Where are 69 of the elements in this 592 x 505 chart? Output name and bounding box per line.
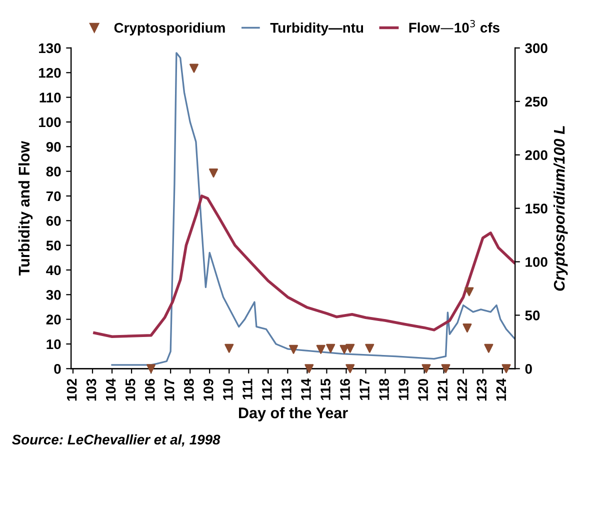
- x-tick-label: 113: [282, 378, 292, 400]
- y-tick-label: 110: [40, 92, 61, 102]
- x-tick-label: 116: [340, 378, 350, 400]
- y2-axis-title: Cryptosporidium/100 L: [553, 126, 568, 291]
- y-tick-label: 40: [46, 265, 61, 276]
- y-tick-label: 0: [54, 364, 61, 374]
- point: [346, 344, 355, 353]
- point: [464, 287, 474, 296]
- point: [441, 364, 450, 374]
- point: [304, 364, 314, 374]
- point: [462, 324, 472, 333]
- point: [146, 364, 156, 374]
- y-tick-label: 90: [46, 142, 61, 152]
- y2-tick-label: 100: [526, 257, 548, 267]
- x-tick-label: 118: [379, 378, 389, 400]
- point: [209, 168, 218, 178]
- y2-tick-label: 200: [525, 150, 548, 160]
- y-tick-label: 80: [46, 166, 61, 176]
- y2-tick-label: 50: [525, 310, 540, 320]
- y-tick-label: 130: [39, 43, 61, 54]
- y-tick-label: 50: [46, 240, 61, 250]
- x-tick-label: 123: [476, 378, 487, 401]
- y2-tick-label: 150: [526, 204, 548, 214]
- legend-label: Turbidity—ntu: [270, 22, 364, 36]
- x-tick-label: 120: [418, 378, 428, 401]
- y-tick-label: 70: [46, 191, 61, 202]
- point: [289, 344, 298, 354]
- y-axis-title: Turbidity and Flow: [18, 140, 33, 276]
- x-tick-label: 107: [164, 378, 174, 401]
- x-tick-label: 108: [184, 378, 194, 401]
- y-tick-label: 100: [39, 117, 61, 128]
- legend-label: Cryptosporidium: [114, 22, 225, 36]
- point: [422, 364, 431, 374]
- point: [365, 344, 374, 353]
- x-tick-label: 124: [496, 378, 506, 401]
- x-tick-label: 115: [320, 378, 330, 400]
- y-tick-label: 120: [39, 68, 61, 78]
- point: [224, 344, 234, 353]
- x-tick-label: 121: [438, 378, 448, 401]
- line-series: [93, 194, 516, 338]
- x-tick-label: 119: [398, 378, 408, 400]
- x-tick-label: 117: [360, 378, 370, 400]
- legend-label: Flow—10$^{3}$ cfs: [409, 20, 500, 33]
- point: [326, 344, 336, 353]
- x-tick-label: 105: [125, 378, 136, 401]
- point: [189, 64, 198, 73]
- point: [346, 364, 355, 374]
- y-tick-label: 10: [46, 339, 61, 350]
- x-axis-title: Day of the Year: [239, 407, 348, 422]
- x-tick-label: 110: [223, 378, 233, 400]
- y2-tick-label: 300: [525, 43, 548, 54]
- x-tick-label: 104: [106, 378, 116, 401]
- point: [502, 364, 511, 374]
- source-note: Source: LeChevallier et al, 1998: [12, 434, 220, 447]
- y-tick-label: 60: [46, 216, 61, 226]
- point: [316, 344, 326, 354]
- y-tick-label: 20: [46, 314, 61, 324]
- x-tick-label: 114: [301, 378, 311, 400]
- x-tick-label: 103: [86, 378, 96, 401]
- y-tick-label: 30: [46, 290, 61, 300]
- x-tick-label: 102: [66, 378, 77, 401]
- x-tick-label: 111: [242, 378, 252, 400]
- x-tick-label: 106: [144, 378, 155, 401]
- x-tick-label: 109: [204, 378, 214, 401]
- y2-tick-label: 0: [525, 364, 532, 374]
- point: [484, 344, 494, 353]
- y2-tick-label: 250: [525, 96, 548, 107]
- x-tick-label: 122: [457, 378, 467, 401]
- x-tick-label: 112: [262, 378, 272, 400]
